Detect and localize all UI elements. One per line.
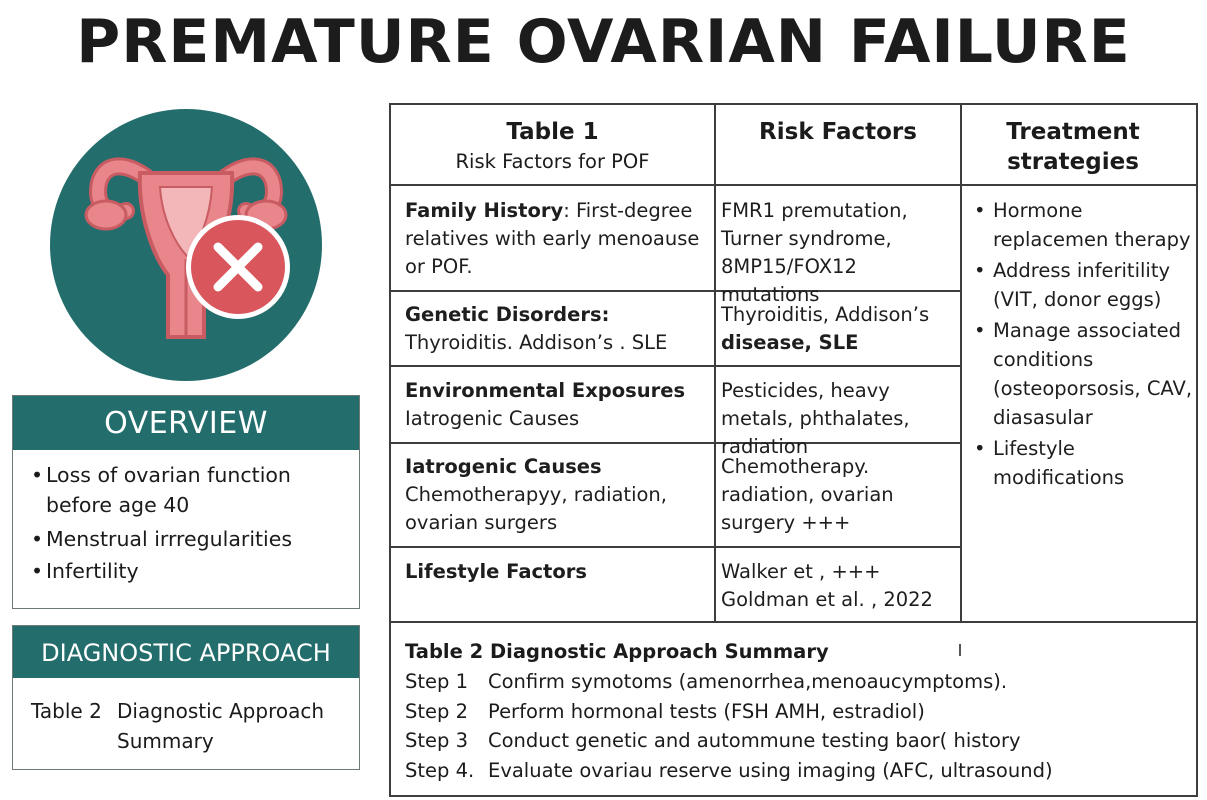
table-row: Step 1 Confirm symotoms (amenorrhea,menoa… [405, 670, 1008, 693]
list-item: Lifestyle modifications [974, 434, 1194, 492]
table-cell: Environmental Exposures Iatrogenic Causes [405, 379, 686, 430]
table-cell: Chemotherapy. radiation, ovarian surgery… [721, 455, 894, 534]
table-cell: FMR1 premutation, Turner syndrome, 8MP15… [721, 199, 908, 306]
overview-heading: OVERVIEW [13, 396, 359, 450]
table1-subtitle: Risk Factors for POF [455, 150, 650, 173]
overview-panel: OVERVIEW Loss of ovarian function before… [12, 395, 360, 609]
diagnostic-value: Diagnostic Approach Summary [117, 699, 325, 753]
table-cell: Lifestyle Factors [405, 560, 587, 583]
diagnostic-label: Table 2 [31, 699, 102, 723]
risk-factors-header: Risk Factors [759, 119, 917, 145]
treatment-header: Treatment strategies [1006, 119, 1140, 175]
list-item: Menstrual irrregularities [31, 524, 359, 554]
table-cell: Genetic Disorders: Thyroiditis. Addison’s… [405, 303, 668, 354]
risk-factor-table [389, 103, 1198, 797]
table-cell: Walker et , +++ Goldman et al. , 2022 [721, 560, 933, 611]
treatment-list: Hormone replacemen therapy Address infer… [974, 196, 1194, 492]
list-item: Loss of ovarian function before age 40 [31, 460, 331, 520]
table2-title: Table 2 Diagnostic Approach Summary [405, 640, 829, 663]
list-item: Infertility [31, 556, 359, 586]
table-cell: Pesticides, heavy metals, phthalates, ra… [721, 379, 910, 458]
list-item: Address inferitility (VIT, donor eggs) [974, 256, 1194, 314]
overview-list: Loss of ovarian function before age 40 M… [13, 450, 359, 586]
table-row: Step 4. Evaluate ovariau reserve using im… [405, 759, 1053, 782]
table-row: Step 3 Conduct genetic and autommune test… [405, 729, 1021, 752]
table1-header: Table 1 Risk Factors for POF [391, 117, 714, 177]
list-item: Hormone replacemen therapy [974, 196, 1194, 254]
diagnostic-panel: DIAGNOSTIC APPROACH Table 2 Diagnostic A… [12, 625, 360, 770]
diagnostic-heading: DIAGNOSTIC APPROACH [13, 626, 359, 678]
table-cell: Thyroiditis, Addison’s disease, SLE [721, 303, 930, 354]
table-cell: Family History: First-degree relatives w… [405, 199, 700, 278]
uterus-with-cross-icon [50, 109, 322, 381]
list-item: Manage associated conditions (osteoporso… [974, 316, 1194, 432]
page-title: PREMATURE OVARIAN FAILURE [76, 7, 1131, 77]
table-cell: Iatrogenic Causes Chemotherapyy, radiatio… [405, 455, 667, 534]
table-row: Step 2 Perform hormonal tests (FSH AMH, e… [405, 700, 925, 723]
